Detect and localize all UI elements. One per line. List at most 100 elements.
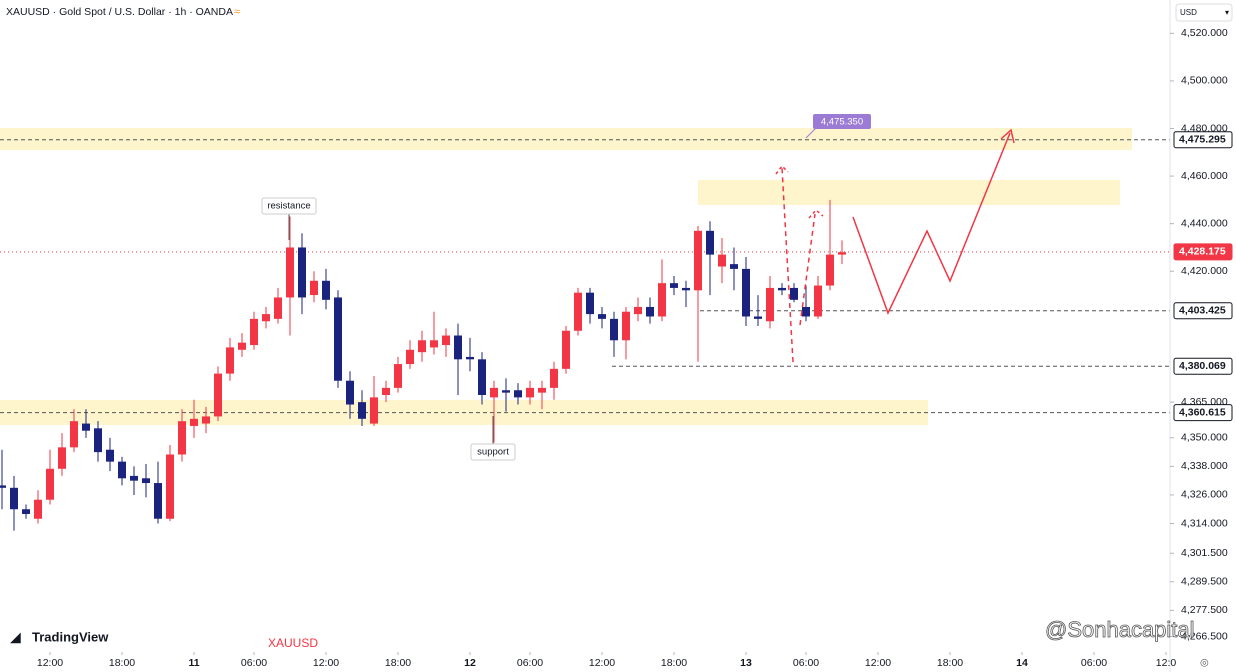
currency[interactable]: USD bbox=[1180, 8, 1197, 17]
label-box bbox=[470, 443, 516, 461]
candle-body bbox=[754, 316, 762, 319]
price-marker bbox=[1173, 404, 1233, 422]
candle-body bbox=[706, 230, 714, 255]
brand-icon: ◢ bbox=[10, 629, 21, 645]
resistance-label: resistance bbox=[267, 201, 310, 212]
candle-body bbox=[538, 387, 546, 393]
y-tick-label: 4,420.000 bbox=[1181, 265, 1228, 277]
candle-body bbox=[22, 509, 30, 514]
x-axis: 12:00 18:00 11 06:00 12:00 18:00 12 06:00 12:00 1… bbox=[37, 652, 1177, 669]
candle-body bbox=[310, 280, 318, 296]
y-tick-label: 4,500.000 bbox=[1181, 75, 1228, 87]
support-label: support bbox=[477, 447, 509, 458]
candle-body bbox=[682, 287, 690, 291]
price-marker-label: 4,380.069 bbox=[1179, 360, 1226, 372]
path-arrow bbox=[852, 132, 1011, 315]
candle-body bbox=[802, 306, 810, 317]
price-lines bbox=[0, 139, 1170, 414]
candle-body bbox=[0, 485, 6, 488]
y-tick-label: 4,266.500 bbox=[1181, 630, 1228, 642]
x-tick-label: 12:00 bbox=[37, 657, 63, 669]
label-box bbox=[261, 197, 317, 215]
y-tick-label: 4,277.500 bbox=[1181, 604, 1228, 616]
candle-body bbox=[118, 461, 126, 479]
x-tick-label: 18:00 bbox=[109, 657, 135, 669]
candle-body bbox=[358, 402, 366, 419]
leader bbox=[805, 127, 817, 139]
price-marker bbox=[1173, 243, 1233, 261]
candle-body bbox=[94, 428, 102, 453]
label-box bbox=[813, 114, 871, 129]
x-tick-label: 13 bbox=[740, 657, 752, 669]
price-marker bbox=[1173, 302, 1233, 320]
candle-body bbox=[34, 499, 42, 519]
y-tick-label: 4,326.000 bbox=[1181, 489, 1228, 501]
brand-watermark: TradingView bbox=[32, 629, 109, 644]
candle-body bbox=[202, 416, 210, 424]
currency-button[interactable] bbox=[1175, 3, 1233, 22]
candle-body bbox=[166, 454, 174, 519]
candle-body bbox=[370, 397, 378, 424]
candle-body bbox=[250, 318, 258, 346]
y-tick-label: 4,350.000 bbox=[1181, 432, 1228, 444]
candle-body bbox=[46, 468, 54, 500]
candle-body bbox=[82, 423, 90, 431]
candle-body bbox=[646, 306, 654, 317]
settings-icon[interactable]: ◎ bbox=[1200, 658, 1209, 669]
y-tick-label: 4,338.000 bbox=[1181, 460, 1228, 472]
candle-body bbox=[442, 335, 450, 346]
chart-title: XAUUSD · Gold Spot / U.S. Dollar · 1h · … bbox=[6, 6, 233, 18]
candle-body bbox=[478, 359, 486, 396]
dashed-arrow bbox=[799, 213, 816, 326]
y-tick-label: 4,440.000 bbox=[1181, 217, 1228, 229]
dropdown-icon[interactable]: ▾ bbox=[1225, 8, 1229, 17]
author-watermark: @Sonhacapital bbox=[1045, 617, 1195, 642]
candle-body bbox=[490, 387, 498, 398]
candle-body bbox=[226, 347, 234, 374]
x-tick-label: 18:00 bbox=[385, 657, 411, 669]
x-tick-label: 06:00 bbox=[517, 657, 543, 669]
candle-body bbox=[778, 287, 786, 291]
candle-body bbox=[634, 306, 642, 315]
y-axis: 4,520.0004,500.0004,480.0004,460.0004,44… bbox=[1170, 27, 1233, 642]
candle-body bbox=[550, 368, 558, 388]
candle-body bbox=[286, 247, 294, 298]
candle-body bbox=[790, 287, 798, 300]
candle-body bbox=[238, 342, 246, 350]
price-marker bbox=[1173, 131, 1233, 149]
candle-body bbox=[742, 268, 750, 317]
candle-body bbox=[322, 280, 330, 300]
candle-body bbox=[274, 297, 282, 319]
candle-body bbox=[382, 387, 390, 396]
x-tick-label: 18:00 bbox=[661, 657, 687, 669]
x-tick-label: 11 bbox=[188, 657, 199, 669]
x-tick-label: 12:0 bbox=[1156, 657, 1177, 669]
y-tick-label: 4,301.500 bbox=[1181, 547, 1228, 559]
x-tick-label: 06:00 bbox=[241, 657, 267, 669]
icon: ≈ bbox=[234, 6, 240, 18]
candle-body bbox=[334, 297, 342, 381]
candle-body bbox=[70, 421, 78, 448]
x-tick-label: 06:00 bbox=[1081, 657, 1107, 669]
y-tick-label: 4,314.000 bbox=[1181, 517, 1228, 529]
candle-body bbox=[610, 318, 618, 341]
y-tick-label: 4,520.000 bbox=[1181, 27, 1228, 39]
candle-body bbox=[178, 421, 186, 455]
candle-body bbox=[346, 380, 354, 405]
candle-body bbox=[298, 247, 306, 298]
candle-body bbox=[838, 252, 846, 255]
candle-body bbox=[394, 364, 402, 388]
candle-body bbox=[766, 287, 774, 322]
candle-body bbox=[418, 340, 426, 353]
symbol-watermark: XAUUSD bbox=[268, 636, 318, 650]
x-tick-label: 06:00 bbox=[793, 657, 819, 669]
candle-body bbox=[586, 292, 594, 315]
candle-body bbox=[130, 475, 138, 481]
x-tick-label: 12:00 bbox=[865, 657, 891, 669]
candle-body bbox=[454, 335, 462, 360]
candle-body bbox=[598, 314, 606, 319]
candle-body bbox=[814, 285, 822, 317]
candle-body bbox=[514, 390, 522, 398]
candle-body bbox=[574, 292, 582, 331]
